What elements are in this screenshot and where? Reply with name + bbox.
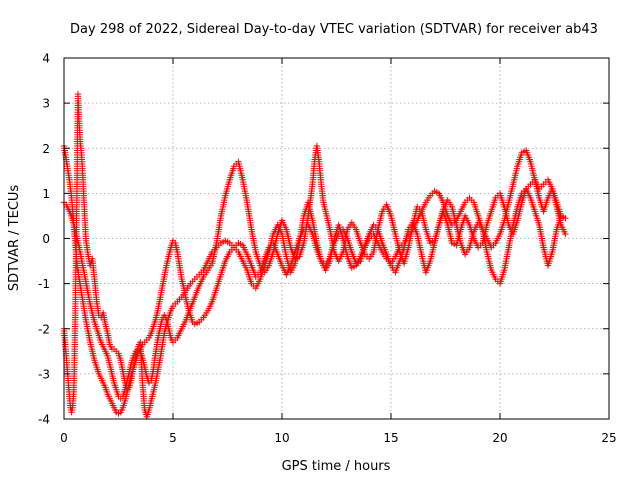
y-tick-label: -2 bbox=[38, 322, 50, 336]
y-tick-label: 1 bbox=[42, 187, 50, 201]
x-tick-label: 0 bbox=[60, 431, 68, 445]
y-axis-label: SDTVAR / TECUs bbox=[7, 185, 22, 292]
x-tick-label: 25 bbox=[601, 431, 616, 445]
y-tick-label: 2 bbox=[42, 142, 50, 156]
x-axis-label: GPS time / hours bbox=[282, 459, 391, 474]
y-tick-label: 4 bbox=[42, 52, 50, 66]
x-tick-label: 5 bbox=[169, 431, 177, 445]
x-tick-label: 20 bbox=[492, 431, 507, 445]
y-tick-label: -4 bbox=[38, 413, 50, 427]
y-tick-label: 0 bbox=[42, 232, 50, 246]
axis-ticks: 0 5 10 15 20 25 -4 -3 -2 -1 0 1 2 3 4 bbox=[38, 52, 617, 446]
y-tick-label: 3 bbox=[42, 97, 50, 111]
x-tick-label: 15 bbox=[383, 431, 398, 445]
chart-title: Day 298 of 2022, Sidereal Day-to-day VTE… bbox=[70, 22, 598, 37]
x-tick-label: 10 bbox=[274, 431, 289, 445]
y-tick-label: -1 bbox=[38, 277, 50, 291]
y-tick-label: -3 bbox=[38, 367, 50, 381]
